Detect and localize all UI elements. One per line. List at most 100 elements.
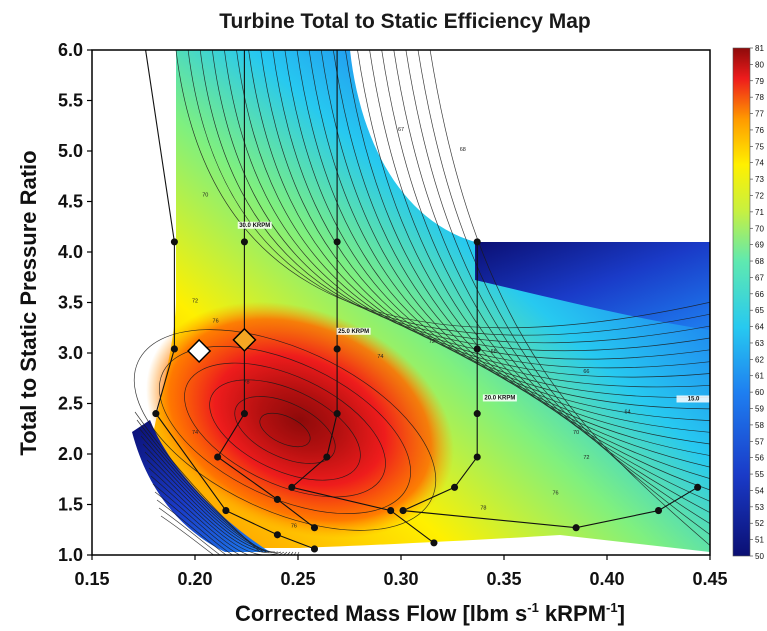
efficiency-contour-line <box>417 50 710 536</box>
contour-label: 78 <box>243 379 249 385</box>
efficiency-contour-line <box>146 459 279 554</box>
speed-line-point <box>170 345 178 353</box>
efficiency-contour-line <box>260 50 710 388</box>
efficiency-contour-line <box>224 50 710 360</box>
colorbar-label: 68 <box>755 257 764 266</box>
y-tick-label: 1.0 <box>58 545 83 565</box>
efficiency-map-field <box>132 50 710 552</box>
speed-label: 30.0 KRPM <box>239 223 270 229</box>
efficiency-contours <box>133 50 710 555</box>
colorbar-gradient <box>732 47 751 557</box>
efficiency-contour-line <box>284 50 710 410</box>
efficiency-contour-loop <box>209 379 361 481</box>
speed-line-point <box>451 483 459 491</box>
speed-line-point <box>323 453 331 461</box>
speed-line-point <box>333 410 341 418</box>
efficiency-contour-line <box>144 451 276 553</box>
contour-label: 70 <box>573 430 579 436</box>
contour-label: 72 <box>429 339 435 345</box>
colorbar-label: 79 <box>755 77 764 86</box>
colorbar-label: 76 <box>755 126 764 135</box>
colorbar-label: 78 <box>755 93 764 102</box>
speed-line-point <box>214 453 222 461</box>
speed-line-point <box>399 507 407 515</box>
efficiency-contour-line <box>296 50 710 421</box>
speed-line-point <box>473 238 481 246</box>
efficiency-contour-line <box>150 475 285 555</box>
contour-label: 68 <box>460 147 466 153</box>
efficiency-contour-line <box>138 427 267 553</box>
x-tick-label: 0.15 <box>74 569 109 589</box>
y-tick-label: 5.5 <box>58 91 83 111</box>
speed-line-point <box>430 539 438 547</box>
speed-line-point <box>240 238 248 246</box>
low-efficiency-surge-region <box>132 420 270 552</box>
speed-line-point <box>288 483 296 491</box>
efficiency-contour-line <box>236 50 710 369</box>
speed-lines <box>145 49 702 553</box>
contour-label: 67 <box>398 127 404 133</box>
x-tick-label: 0.35 <box>486 569 521 589</box>
x-tick-label: 0.40 <box>589 569 624 589</box>
speed-line-point <box>240 410 248 418</box>
colorbar-label: 51 <box>755 536 764 545</box>
colorbar-label: 74 <box>755 159 764 168</box>
colorbar-label: 70 <box>755 224 764 233</box>
speed-label-background <box>676 395 711 403</box>
contour-label: 64 <box>625 410 631 416</box>
speed-line-point <box>694 483 702 491</box>
speed-label: 15.0 <box>688 396 700 402</box>
colorbar-label: 61 <box>755 372 764 381</box>
chart-title: Turbine Total to Static Efficiency Map <box>219 10 590 33</box>
contour-label: 72 <box>192 299 198 305</box>
colorbar-label: 56 <box>755 454 764 463</box>
y-tick-label: 3.0 <box>58 343 83 363</box>
speed-line-point <box>473 453 481 461</box>
efficiency-contour-loop <box>259 412 311 448</box>
colorbar-label: 66 <box>755 290 764 299</box>
efficiency-contour-line <box>320 50 710 445</box>
colorbar-label: 59 <box>755 405 764 414</box>
contour-label: 78 <box>480 506 486 512</box>
speed-line-point <box>152 410 160 418</box>
colorbar-label: 81 <box>755 44 764 53</box>
speed-line-point <box>473 410 481 418</box>
y-tick-label: 4.5 <box>58 192 83 212</box>
y-tick-label: 6.0 <box>58 40 83 60</box>
contour-label: 72 <box>583 455 589 461</box>
efficiency-contour-line <box>152 483 288 555</box>
efficiency-contour-line <box>158 507 297 555</box>
speed-line-point <box>333 238 341 246</box>
colorbar-label: 58 <box>755 421 764 430</box>
contour-label: 68 <box>491 349 497 355</box>
efficiency-contour-line <box>160 515 300 555</box>
speed-line-point <box>222 507 230 515</box>
speed-line-point <box>473 345 481 353</box>
contour-label: 76 <box>552 490 558 496</box>
speed-line-point <box>273 495 281 504</box>
efficiency-contour-line <box>154 491 291 555</box>
colorbar-label: 50 <box>755 552 764 561</box>
speed-line-point <box>310 545 319 553</box>
efficiency-contour-line <box>308 50 710 433</box>
y-tick-label: 5.0 <box>58 141 83 161</box>
x-tick-label: 0.20 <box>177 569 212 589</box>
x-tick-label: 0.25 <box>280 569 315 589</box>
x-axis-ticks: 0.15 0.20 0.25 0.30 0.35 0.40 0.45 <box>74 555 728 589</box>
contour-label: 74 <box>377 354 383 360</box>
efficiency-contour-line <box>199 50 710 344</box>
efficiency-contour-loop <box>133 329 437 531</box>
y-axis-ticks: 1.0 1.5 2.0 2.5 3.0 3.5 4.0 4.5 5.0 5.5 6.0 <box>58 40 92 565</box>
orange-diamond-marker <box>232 327 257 352</box>
efficiency-contour-line <box>272 50 710 398</box>
x-tick-label: 0.30 <box>383 569 418 589</box>
white-diamond-marker <box>187 338 212 364</box>
efficiency-contour-line <box>175 50 710 329</box>
efficiency-contour-line <box>156 499 294 555</box>
colorbar-label: 53 <box>755 503 764 512</box>
colorbar-label: 77 <box>755 110 764 119</box>
y-tick-label: 1.5 <box>58 495 83 515</box>
y-tick-label: 4.0 <box>58 242 83 262</box>
peak-efficiency-zone <box>146 301 454 539</box>
